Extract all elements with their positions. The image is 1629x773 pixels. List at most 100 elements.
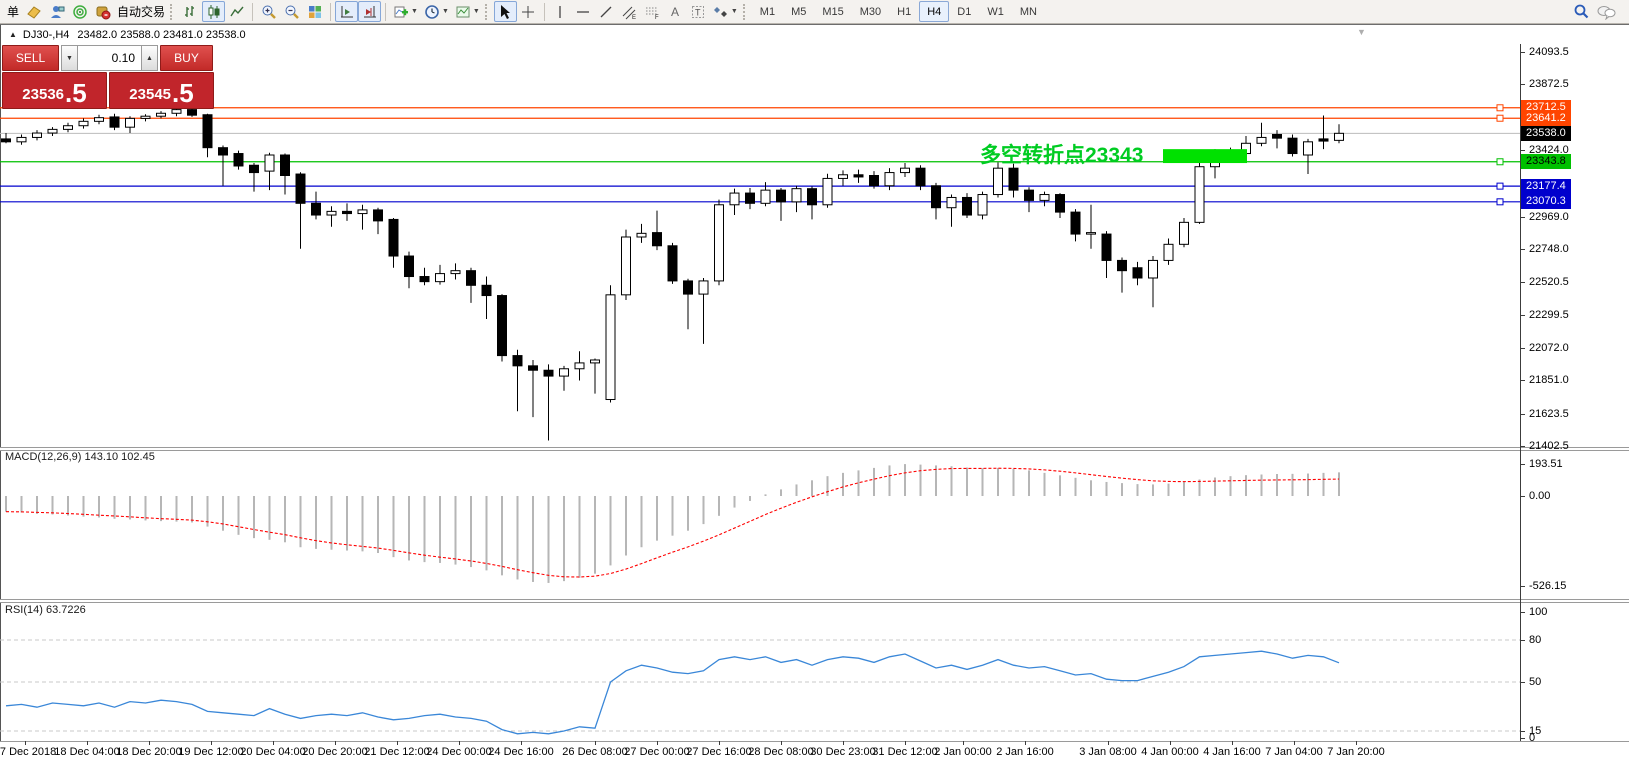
autotrading-icon[interactable] <box>91 1 114 22</box>
toolbar-grip <box>742 3 748 20</box>
price-tick <box>1520 150 1525 152</box>
rsi-level-label-tick <box>1520 682 1525 683</box>
scroll-position-marker: ▼ <box>1357 27 1366 37</box>
chart-shift-icon[interactable] <box>358 1 382 22</box>
new-order-icon[interactable] <box>22 1 45 22</box>
rsi-level-label: 50 <box>1529 676 1542 688</box>
toolbar-separator <box>252 2 254 21</box>
pane-divider-rsi[interactable] <box>0 599 1629 603</box>
timeframe-m5[interactable]: M5 <box>791 5 807 18</box>
timeframe-d1[interactable]: D1 <box>957 5 972 18</box>
price-tick-label: 22072.0 <box>1529 341 1569 354</box>
sell-button[interactable]: SELL <box>2 45 59 71</box>
price-tick-label: 21851.0 <box>1529 374 1569 387</box>
rsi-label: RSI(14) 63.7226 <box>5 604 86 616</box>
time-tick <box>1356 741 1357 745</box>
price-tick <box>1520 446 1525 447</box>
symbol-timeframe: DJ30-,H4 <box>22 28 70 41</box>
macd-min-label-tick <box>1520 585 1525 587</box>
text-icon[interactable]: A <box>664 1 687 22</box>
vertical-line-icon[interactable] <box>549 1 572 22</box>
chart-caption: ▲ DJ30-,H4 23482.0 23588.0 23481.0 23538… <box>0 25 1629 44</box>
annotation-text: 多空转折点23343 <box>980 143 1143 167</box>
periods-icon[interactable]: ▼ <box>421 1 452 22</box>
time-label: 20 Dec 20:00 <box>302 746 368 758</box>
timeframe-h4[interactable]: H4 <box>919 1 950 22</box>
time-tick <box>521 741 522 745</box>
price-tick-label: 21402.5 <box>1529 440 1569 452</box>
rsi-pane[interactable] <box>0 604 1520 741</box>
timeframe-h1[interactable]: H1 <box>897 5 912 18</box>
trendline-icon[interactable] <box>595 1 618 22</box>
zoom-in-icon[interactable] <box>257 1 280 22</box>
autotrading-label[interactable]: 自动交易 <box>117 5 166 19</box>
timeframe-m30[interactable]: M30 <box>859 5 882 18</box>
time-tick <box>843 741 844 745</box>
macd-zero-label: 0.00 <box>1529 490 1551 502</box>
price-tick <box>1520 52 1525 53</box>
time-label: 28 Dec 08:00 <box>748 746 814 758</box>
bar-chart-icon[interactable] <box>179 1 202 22</box>
symbol-expand-icon[interactable]: ▲ <box>9 30 17 39</box>
time-axis-line <box>0 741 1629 742</box>
time-label: 2 Jan 16:00 <box>996 746 1054 758</box>
main-price-chart[interactable]: 多空转折点23343 <box>0 44 1520 447</box>
time-tick <box>1108 741 1109 745</box>
buy-button[interactable]: BUY <box>160 45 213 71</box>
time-tick <box>149 741 150 745</box>
volume-increase-button[interactable]: ▲ <box>141 45 158 71</box>
candlestick-chart-icon[interactable] <box>202 1 226 22</box>
time-tick <box>1294 741 1295 745</box>
chat-icon[interactable] <box>1593 1 1619 22</box>
chart-window-border <box>0 24 1629 25</box>
timeframe-m1[interactable]: M1 <box>759 5 776 18</box>
buy-price-display[interactable]: 23545 .5 <box>109 72 214 109</box>
time-tick <box>719 741 720 745</box>
toolbar-grip <box>484 3 490 20</box>
rsi-level-label: 0 <box>1529 732 1536 744</box>
equidistant-channel-icon[interactable]: E <box>618 1 641 22</box>
time-label: 4 Jan 00:00 <box>1141 746 1199 758</box>
price-tick <box>1520 380 1525 382</box>
price-tick <box>1520 347 1525 349</box>
text-label-icon[interactable]: T <box>687 1 710 22</box>
time-tick <box>595 741 596 745</box>
line-chart-icon[interactable] <box>225 1 248 22</box>
time-label: 7 Jan 04:00 <box>1265 746 1323 758</box>
volume-input[interactable]: 0.10 <box>78 45 141 71</box>
profile-icon[interactable] <box>45 1 68 22</box>
timeframe-mn[interactable]: MN <box>1019 5 1037 18</box>
fibonacci-icon[interactable]: F <box>641 1 664 22</box>
toolbar-separator <box>330 2 332 21</box>
auto-scroll-icon[interactable] <box>335 1 359 22</box>
time-label: 3 Jan 08:00 <box>1079 746 1137 758</box>
crosshair-icon[interactable] <box>517 1 540 22</box>
templates-icon[interactable]: ▼ <box>452 1 483 22</box>
current-price-badge: 23538.0 <box>1521 125 1571 141</box>
pane-divider-macd[interactable] <box>0 447 1629 451</box>
time-tick <box>963 741 964 745</box>
price-tick-label: 22299.5 <box>1529 308 1569 321</box>
time-label: 19 Dec 12:00 <box>178 746 244 758</box>
chart-left-border <box>0 44 1 741</box>
horizontal-line-icon[interactable] <box>572 1 595 22</box>
cursor-icon[interactable] <box>493 1 517 22</box>
volume-decrease-button[interactable]: ▼ <box>61 45 78 71</box>
zoom-out-icon[interactable] <box>280 1 303 22</box>
search-icon[interactable] <box>1570 1 1593 22</box>
time-tick <box>781 741 782 745</box>
arrows-icon[interactable]: ▼ <box>710 1 741 22</box>
time-label: 20 Dec 04:00 <box>240 746 306 758</box>
timeframe-m15[interactable]: M15 <box>822 5 844 18</box>
tile-windows-icon[interactable] <box>303 1 326 22</box>
signals-icon[interactable] <box>68 1 91 22</box>
new-order-label[interactable]: 单 <box>7 5 20 19</box>
timeframe-w1[interactable]: W1 <box>987 5 1004 18</box>
svg-text:A: A <box>671 5 679 19</box>
price-tick-label: 23872.5 <box>1529 78 1569 91</box>
sell-price-display[interactable]: 23536 .5 <box>2 72 107 109</box>
macd-pane[interactable] <box>0 451 1520 599</box>
indicators-icon[interactable]: ▼ <box>390 1 421 22</box>
price-tick <box>1520 84 1525 86</box>
time-tick <box>273 741 274 745</box>
